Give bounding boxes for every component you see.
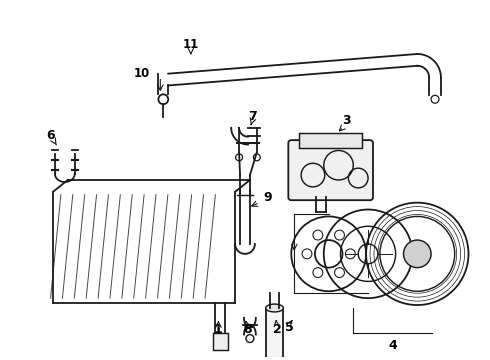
Text: 11: 11	[183, 38, 199, 51]
Bar	[213, 333, 228, 350]
Text: 5: 5	[285, 321, 294, 334]
Ellipse shape	[266, 304, 283, 312]
Bar	[299, 133, 362, 148]
Text: 3: 3	[342, 114, 351, 127]
Ellipse shape	[266, 358, 283, 360]
Text: 8: 8	[244, 323, 252, 336]
Text: 9: 9	[263, 191, 272, 204]
Text: 4: 4	[388, 339, 397, 352]
Text: 1: 1	[214, 323, 223, 336]
Text: 7: 7	[248, 109, 257, 122]
FancyBboxPatch shape	[288, 140, 373, 200]
Text: 2: 2	[273, 323, 282, 336]
Text: 10: 10	[133, 67, 149, 80]
Text: 6: 6	[47, 129, 55, 142]
Bar	[266, 308, 283, 360]
Circle shape	[404, 240, 431, 267]
